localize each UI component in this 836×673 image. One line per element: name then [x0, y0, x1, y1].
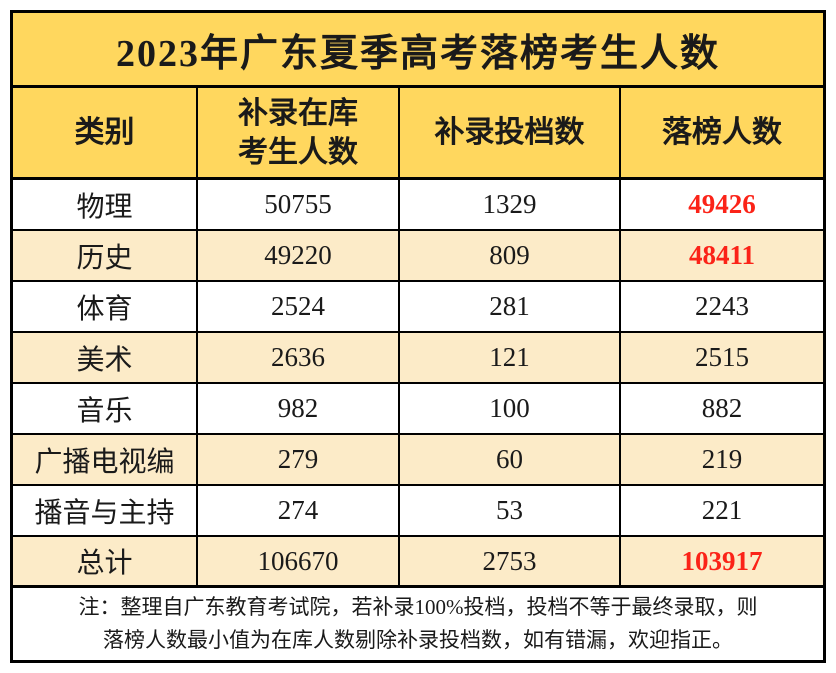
row-submitted: 1329: [400, 180, 621, 229]
header-failed: 落榜人数: [662, 116, 782, 149]
table-row: 广播电视编 279 60 219: [13, 435, 823, 486]
row-category: 体育: [13, 282, 198, 331]
row-failed: 2515: [695, 342, 749, 372]
table-row: 播音与主持 274 53 221: [13, 486, 823, 537]
row-submitted: 281: [400, 282, 621, 331]
table-header-row: 类别 补录在库 考生人数 补录投档数 落榜人数: [13, 88, 823, 180]
header-in-pool: 补录在库 考生人数: [198, 88, 400, 177]
row-in-pool: 2524: [198, 282, 400, 331]
row-category: 美术: [13, 333, 198, 382]
row-failed: 48411: [688, 240, 755, 270]
row-category: 播音与主持: [13, 486, 198, 535]
table-row: 体育 2524 281 2243: [13, 282, 823, 333]
footnote: 注：整理自广东教育考试院，若补录100%投档，投档不等于最终录取，则 落榜人数最…: [13, 588, 823, 660]
row-in-pool: 50755: [198, 180, 400, 229]
row-category: 广播电视编: [13, 435, 198, 484]
row-category: 总计: [13, 537, 198, 585]
table-row: 音乐 982 100 882: [13, 384, 823, 435]
page-title: 2023年广东夏季高考落榜考生人数: [13, 13, 823, 88]
row-submitted: 809: [400, 231, 621, 280]
row-failed: 2243: [695, 291, 749, 321]
table-row-total: 总计 106670 2753 103917: [13, 537, 823, 588]
row-in-pool: 2636: [198, 333, 400, 382]
header-submitted: 补录投档数: [400, 88, 621, 177]
row-in-pool: 49220: [198, 231, 400, 280]
row-in-pool: 279: [198, 435, 400, 484]
row-category: 物理: [13, 180, 198, 229]
row-failed: 882: [701, 393, 743, 423]
row-category: 音乐: [13, 384, 198, 433]
header-category: 类别: [13, 88, 198, 177]
table-row: 历史 49220 809 48411: [13, 231, 823, 282]
footnote-line2: 落榜人数最小值为在库人数剔除补录投档数，如有错漏，欢迎指正。: [103, 628, 733, 652]
row-in-pool: 274: [198, 486, 400, 535]
row-submitted: 2753: [400, 537, 621, 585]
footnote-line1: 注：整理自广东教育考试院，若补录100%投档，投档不等于最终录取，则: [78, 595, 758, 620]
table-frame: 2023年广东夏季高考落榜考生人数 类别 补录在库 考生人数 补录投档数 落榜人…: [10, 10, 826, 663]
row-failed: 221: [701, 495, 743, 525]
table-row: 美术 2636 121 2515: [13, 333, 823, 384]
row-submitted: 100: [400, 384, 621, 433]
row-submitted: 53: [400, 486, 621, 535]
row-failed: 103917: [681, 545, 763, 576]
header-in-pool-line1: 补录在库: [238, 96, 358, 130]
table-row: 物理 50755 1329 49426: [13, 180, 823, 231]
row-submitted: 60: [400, 435, 621, 484]
row-failed: 219: [701, 444, 743, 474]
row-category: 历史: [13, 231, 198, 280]
header-in-pool-line2: 考生人数: [238, 135, 358, 169]
row-in-pool: 106670: [198, 537, 400, 585]
row-failed: 49426: [688, 189, 756, 219]
row-in-pool: 982: [198, 384, 400, 433]
row-submitted: 121: [400, 333, 621, 382]
